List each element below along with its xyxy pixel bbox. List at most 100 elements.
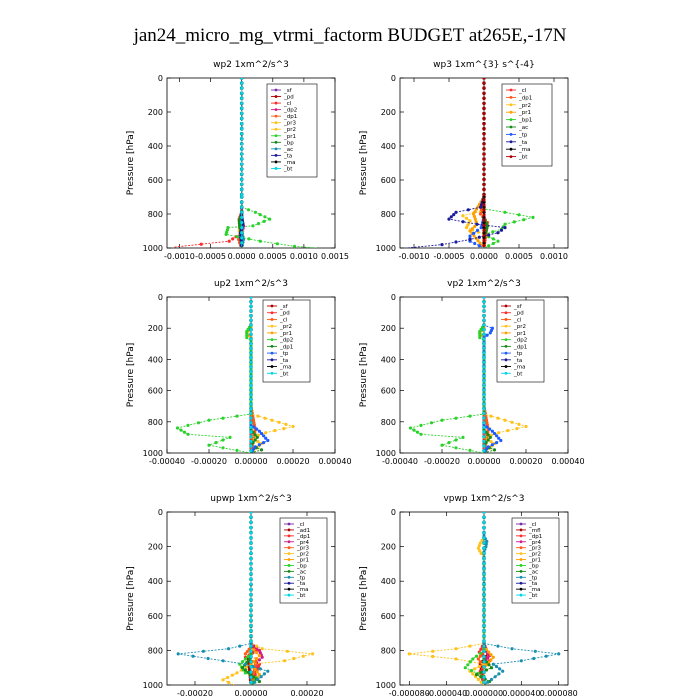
legend-marker bbox=[504, 344, 508, 348]
series-marker bbox=[470, 227, 474, 231]
legend-marker bbox=[270, 351, 274, 355]
series-marker bbox=[482, 314, 486, 318]
series-marker bbox=[249, 351, 253, 355]
series-marker bbox=[240, 195, 244, 199]
legend-label: _pd bbox=[279, 311, 290, 317]
series-marker bbox=[479, 210, 483, 214]
legend-marker bbox=[504, 351, 508, 355]
series-marker bbox=[478, 336, 482, 340]
y-tick-label: 400 bbox=[148, 142, 163, 151]
legend-label: _bt bbox=[518, 155, 528, 161]
y-axis-label: Pressure [hPa] bbox=[359, 343, 369, 408]
series-marker bbox=[258, 239, 262, 243]
series-marker bbox=[249, 379, 253, 383]
series-marker bbox=[482, 430, 486, 434]
series-marker bbox=[255, 651, 259, 655]
series-marker bbox=[482, 328, 486, 332]
series-line bbox=[176, 297, 252, 453]
series-marker bbox=[247, 667, 251, 672]
series-marker bbox=[249, 393, 253, 397]
series-marker bbox=[255, 644, 259, 648]
legend-label: _tp bbox=[296, 575, 306, 581]
legend-marker bbox=[519, 540, 523, 544]
series-marker bbox=[482, 96, 486, 100]
series-marker bbox=[249, 328, 253, 332]
series-marker bbox=[249, 439, 253, 443]
series-marker bbox=[247, 647, 251, 651]
series-marker bbox=[482, 193, 486, 197]
series-marker bbox=[482, 177, 486, 182]
series-marker bbox=[249, 374, 253, 378]
series-marker bbox=[259, 448, 264, 452]
series-marker bbox=[266, 669, 270, 673]
y-tick-label: 600 bbox=[148, 612, 163, 621]
legend-marker bbox=[270, 318, 274, 321]
legend-label: _tp bbox=[279, 351, 289, 357]
legend-marker bbox=[287, 581, 291, 585]
series-marker bbox=[491, 655, 495, 659]
series-marker bbox=[496, 231, 500, 235]
legend-marker bbox=[274, 127, 278, 131]
series-marker bbox=[255, 648, 259, 653]
series-marker bbox=[472, 231, 476, 235]
legend-label: _bt bbox=[279, 371, 289, 377]
series-marker bbox=[249, 376, 253, 381]
series-marker bbox=[293, 244, 297, 248]
series-marker bbox=[468, 234, 472, 238]
series-marker bbox=[482, 649, 486, 654]
series-marker bbox=[489, 328, 493, 333]
series-marker bbox=[478, 205, 483, 209]
legend-label: _pr1 bbox=[279, 331, 292, 337]
legend-marker bbox=[270, 304, 274, 308]
series-marker bbox=[260, 647, 264, 651]
series-marker bbox=[245, 336, 249, 340]
legend-label: _dp2 bbox=[283, 108, 297, 114]
series-marker bbox=[482, 515, 486, 519]
y-tick-label: 800 bbox=[148, 646, 163, 655]
legend-marker bbox=[287, 564, 291, 567]
series-marker bbox=[270, 418, 274, 422]
series-line bbox=[178, 512, 269, 685]
series-marker bbox=[468, 229, 472, 233]
legend-label: _pr2 bbox=[528, 552, 541, 558]
legend-label: _bp bbox=[283, 140, 294, 146]
series-marker bbox=[482, 147, 486, 151]
series-marker bbox=[478, 549, 482, 553]
series-marker bbox=[249, 369, 253, 374]
series-marker bbox=[498, 667, 502, 671]
series-marker bbox=[491, 241, 495, 246]
series-marker bbox=[482, 346, 486, 350]
series-marker bbox=[249, 411, 253, 415]
series-line bbox=[249, 297, 295, 453]
series-marker bbox=[238, 223, 242, 227]
legend-marker bbox=[519, 569, 523, 573]
series-marker bbox=[473, 241, 477, 246]
series-marker bbox=[506, 429, 510, 433]
series-marker bbox=[221, 438, 225, 442]
series-marker bbox=[482, 223, 486, 227]
legend-marker bbox=[504, 365, 508, 368]
series-marker bbox=[463, 666, 467, 670]
series-marker bbox=[482, 157, 486, 161]
series-marker bbox=[207, 443, 211, 447]
y-tick-label: 1000 bbox=[376, 681, 396, 690]
series-marker bbox=[245, 650, 249, 654]
series-marker bbox=[240, 96, 244, 100]
series-marker bbox=[482, 402, 486, 406]
x-tick-label: 0.0010 bbox=[290, 252, 318, 261]
y-tick-label: 600 bbox=[381, 612, 396, 621]
legend-marker bbox=[509, 125, 513, 129]
legend-marker bbox=[270, 365, 274, 368]
series-marker bbox=[207, 418, 211, 422]
panel-title: upwp 1xm^2/s^3 bbox=[210, 494, 291, 504]
series-marker bbox=[412, 428, 416, 432]
series-marker bbox=[479, 647, 483, 651]
legend-label: _ma bbox=[283, 160, 295, 166]
series-marker bbox=[482, 383, 486, 388]
series-marker bbox=[482, 562, 486, 566]
series-marker bbox=[240, 101, 244, 105]
legend-marker bbox=[509, 133, 513, 136]
legend-label: _dp1 bbox=[279, 344, 293, 350]
series-marker bbox=[501, 669, 505, 673]
panel-title: wp2 1xm^2/s^3 bbox=[213, 60, 289, 70]
